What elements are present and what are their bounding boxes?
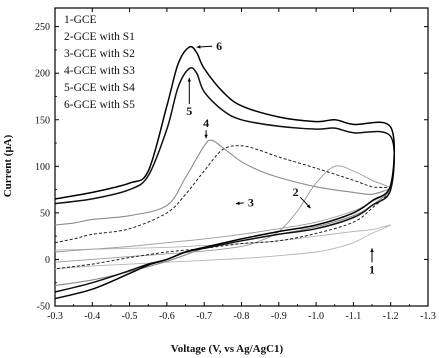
legend: 1-GCE 2-GCE with S1 3-GCE with S2 4-GCE wit… <box>64 14 135 111</box>
series-group <box>54 45 395 300</box>
curve-arrowhead-3 <box>235 201 240 206</box>
x-tick-label: -1.1 <box>345 311 361 322</box>
series-line-2 <box>54 165 392 263</box>
x-tick-label: -0.5 <box>122 311 138 322</box>
series-line-3 <box>54 145 392 270</box>
x-tick-label: -0.7 <box>196 311 212 322</box>
series-line-1 <box>54 224 392 270</box>
x-tick-label: -0.4 <box>84 311 100 322</box>
curve-label-5: 5 <box>186 104 192 118</box>
series-line-4 <box>54 139 392 287</box>
annotation-group: 1 2 3 45 6 <box>186 39 375 277</box>
curve-arrowhead-1 <box>370 248 374 252</box>
curve-label-6: 6 <box>216 39 222 53</box>
legend-entry: 5-GCE with S4 <box>64 82 135 94</box>
y-tick-label: 100 <box>35 162 50 173</box>
y-tick-label: 200 <box>35 69 50 80</box>
legend-entry: 6-GCE with S5 <box>64 99 135 111</box>
y-tick-label: 0 <box>45 255 50 266</box>
x-axis-label: Voltage (V, vs Ag/AgC1) <box>171 343 284 355</box>
y-tick-label: 150 <box>35 115 50 126</box>
y-tick-label: -50 <box>37 302 50 313</box>
curve-label-2: 2 <box>293 185 299 199</box>
x-tick-label: -0.6 <box>159 311 175 322</box>
tick-group: -0.3 -0.4 -0.5 -0.6 -0.7 -0.8 -0.9 -1.0 -1.1 -1.2… <box>35 8 436 322</box>
curve-label-4: 4 <box>203 116 209 130</box>
curve-arrowhead-4 <box>204 134 208 139</box>
curve-label-3: 3 <box>248 195 254 209</box>
legend-entry: 1-GCE <box>64 14 97 26</box>
legend-entry: 3-GCE with S2 <box>64 48 135 60</box>
curve-arrowhead-2 <box>306 204 311 209</box>
legend-entry: 4-GCE with S3 <box>64 65 135 77</box>
y-tick-label: 250 <box>35 22 50 33</box>
curve-arrowhead-6 <box>196 45 201 49</box>
x-tick-label: -0.3 <box>47 311 63 322</box>
series-line-6 <box>54 45 395 300</box>
x-tick-label: -1.3 <box>420 311 436 322</box>
legend-entry: 2-GCE with S1 <box>64 31 135 43</box>
x-tick-label: -0.9 <box>271 311 287 322</box>
x-tick-label: -0.8 <box>234 311 250 322</box>
x-tick-label: -1.2 <box>383 311 399 322</box>
curve-label-1: 1 <box>369 262 375 276</box>
y-axis-label: Current (μA) <box>2 134 14 197</box>
curve-arrowhead-5 <box>187 77 192 82</box>
x-tick-label: -1.0 <box>308 311 324 322</box>
y-tick-label: 50 <box>40 208 50 219</box>
